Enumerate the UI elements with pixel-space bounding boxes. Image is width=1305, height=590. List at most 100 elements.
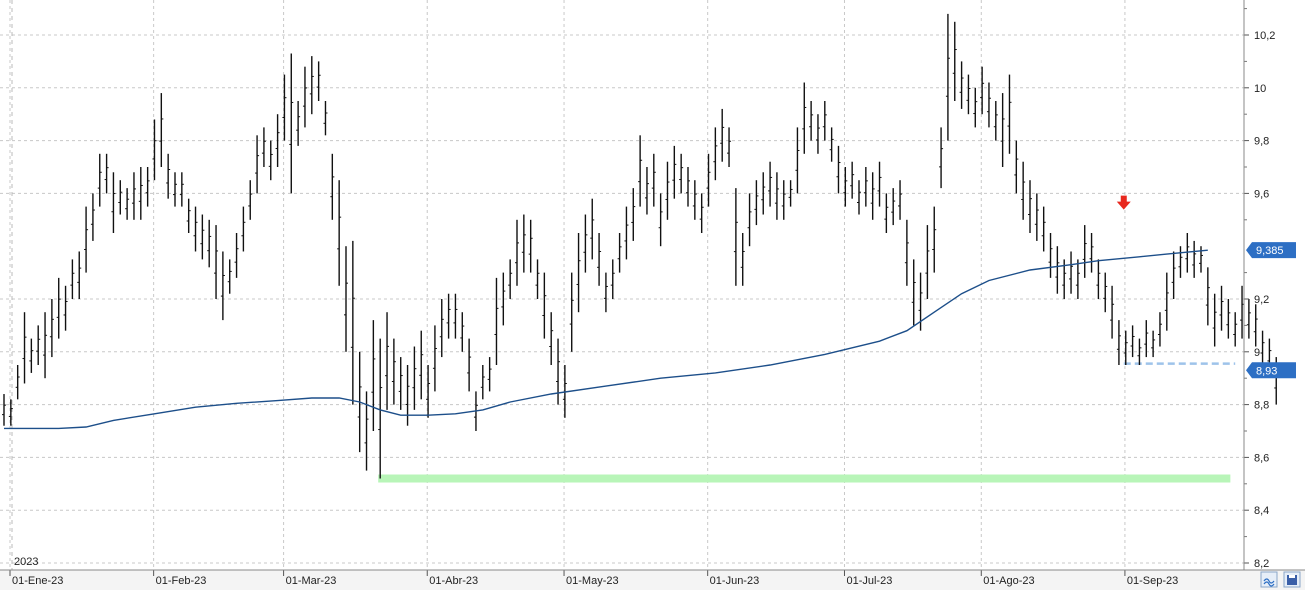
- ohlc-bar: [501, 272, 506, 326]
- ohlc-bar: [836, 145, 841, 194]
- ohlc-bar: [1253, 304, 1258, 347]
- ohlc-bar: [1233, 312, 1238, 347]
- ohlc-bar: [802, 82, 807, 154]
- ohlc-bar: [1041, 206, 1046, 252]
- ohlc-bar: [1178, 246, 1183, 278]
- ohlc-bar: [597, 233, 602, 286]
- ohlc-bar: [925, 225, 930, 299]
- scale-toggle-button[interactable]: [1260, 571, 1278, 588]
- ohlc-bar: [1069, 251, 1074, 294]
- price-tag: [1246, 242, 1296, 259]
- ohlc-bar: [863, 167, 868, 207]
- price-tag: [1246, 362, 1296, 379]
- ohlc-bar: [302, 66, 307, 128]
- axis-controls[interactable]: [1260, 571, 1301, 588]
- ohlc-bar: [535, 259, 540, 299]
- ohlc-bar: [1130, 325, 1135, 358]
- ohlc-bar: [145, 167, 150, 207]
- x-tick-label: 01-Abr-23: [429, 575, 478, 587]
- ohlc-bar: [1055, 246, 1060, 294]
- y-tick-label: 10: [1254, 83, 1266, 95]
- ohlc-bar: [843, 167, 848, 207]
- ohlc-bar: [986, 82, 991, 128]
- ohlc-bar: [1034, 193, 1039, 241]
- ohlc-bar: [1205, 267, 1210, 326]
- ohlc-bar: [665, 161, 670, 220]
- ohlc-bar: [898, 180, 903, 220]
- ohlc-bar: [2, 394, 6, 426]
- ohlc-bar: [542, 272, 547, 339]
- ohlc-bar: [439, 299, 444, 358]
- x-tick-label: 01-Jun-23: [710, 575, 760, 587]
- ohlc-bar: [152, 119, 157, 181]
- ohlc-bar: [549, 312, 554, 365]
- price-tag-label: 9,385: [1256, 245, 1284, 257]
- ohlc-bar: [49, 299, 54, 358]
- ohlc-bar: [90, 193, 95, 241]
- y-axis: 10,2 10 9,8 9,6 9,2 9 8,8 8,6 8,4 8,2: [1243, 0, 1275, 570]
- ohlc-bar: [453, 293, 458, 339]
- ohlc-bar: [809, 101, 814, 141]
- ohlc-bar: [911, 259, 916, 326]
- ohlc-bar: [282, 74, 287, 141]
- ohlc-bar: [1246, 299, 1251, 339]
- ohlc-bar: [227, 259, 232, 294]
- ohlc-bar: [1219, 285, 1224, 331]
- ohlc-bar: [70, 259, 75, 299]
- ohlc-bar: [829, 127, 834, 162]
- ohlc-bar: [118, 180, 123, 215]
- x-tick-label: 01-Feb-23: [156, 575, 207, 587]
- support-band: [378, 474, 1231, 483]
- ohlc-bar: [1192, 240, 1197, 278]
- ohlc-bar: [1103, 272, 1108, 313]
- ohlc-bar: [323, 101, 328, 136]
- ohlc-bar: [241, 206, 246, 252]
- ohlc-bar: [884, 193, 889, 233]
- ohlc-bar: [255, 135, 260, 194]
- ohlc-bar: [945, 13, 950, 141]
- y-tick-label: 10,2: [1254, 30, 1275, 42]
- x-tick-label: 01-May-23: [566, 575, 619, 587]
- ohlc-bar: [692, 180, 697, 220]
- down-arrow-icon: [1116, 195, 1131, 210]
- ohlc-bar: [125, 188, 130, 220]
- ohlc-bar: [515, 219, 519, 286]
- ohlc-bar: [487, 357, 492, 392]
- ohlc-bar: [795, 127, 800, 194]
- ohlc-bar: [747, 193, 752, 247]
- ohlc-bar: [610, 259, 615, 299]
- ohlc-bar: [186, 198, 191, 233]
- ohlc-bar: [268, 140, 273, 181]
- ohlc-bar: [1212, 293, 1217, 347]
- x-tick-label: 01-Ene-23: [12, 575, 63, 587]
- ohlc-bar: [1082, 225, 1087, 278]
- ohlc-bar: [638, 135, 643, 207]
- ohlc-bar: [275, 114, 280, 167]
- save-button[interactable]: [1283, 571, 1301, 588]
- save-icon: [1287, 575, 1297, 585]
- ohlc-bar: [179, 172, 184, 207]
- ohlc-bar: [330, 153, 335, 220]
- ohlc-bar: [289, 53, 294, 194]
- ohlc-bar: [494, 277, 499, 365]
- ohlc-bar: [220, 251, 225, 321]
- y-tick-label: 8,2: [1254, 558, 1269, 570]
- ohlc-bar: [29, 338, 34, 373]
- ohlc-bar: [528, 219, 533, 273]
- ohlc-bar: [261, 127, 266, 167]
- year-label: 2023: [14, 556, 38, 568]
- ohlc-bar: [104, 153, 109, 194]
- ohlc-bar: [166, 153, 171, 199]
- ohlc-bar: [398, 357, 403, 410]
- ohlc-bars: [2, 13, 1279, 479]
- ohlc-bar: [316, 61, 321, 101]
- ohlc-bar: [426, 365, 431, 418]
- ohlc-bar: [850, 161, 855, 199]
- ohlc-bar: [1089, 233, 1094, 273]
- ohlc-bar: [815, 114, 820, 154]
- ohlc-bar: [603, 272, 608, 313]
- ohlc-bar: [432, 325, 437, 392]
- ohlc-bar: [419, 330, 424, 400]
- ohlc-bar: [1123, 330, 1128, 365]
- y-tick-label: 8,4: [1254, 505, 1269, 517]
